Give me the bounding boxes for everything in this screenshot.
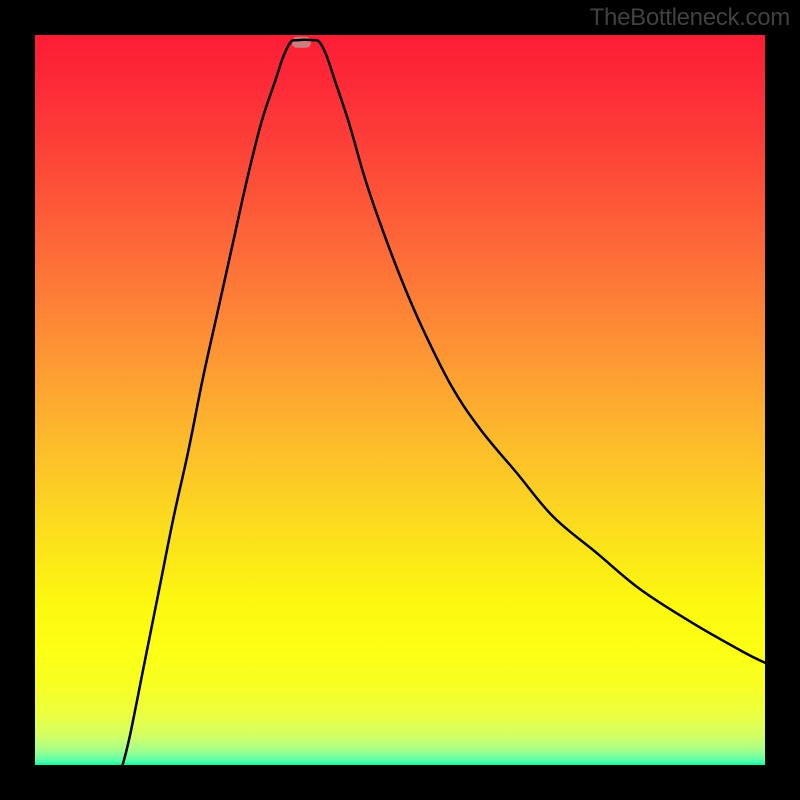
plot-area <box>35 35 765 765</box>
chart-svg <box>35 35 765 765</box>
minimum-marker <box>292 37 311 48</box>
chart-container: TheBottleneck.com <box>0 0 800 800</box>
gradient-background <box>35 35 765 765</box>
watermark-text: TheBottleneck.com <box>590 4 790 32</box>
